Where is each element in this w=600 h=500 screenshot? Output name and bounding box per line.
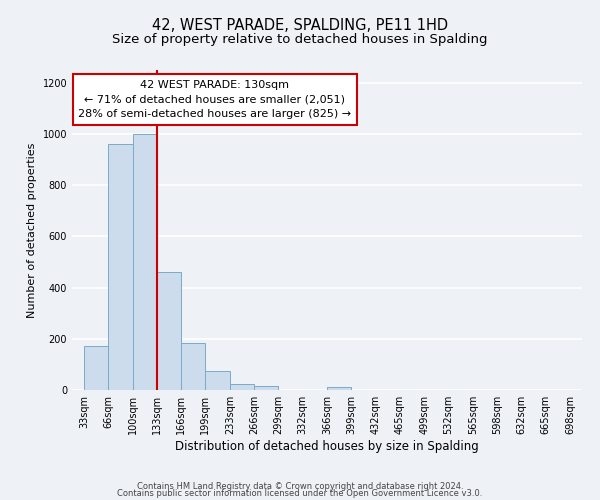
Bar xyxy=(133,134,157,390)
Bar xyxy=(230,384,254,390)
Bar xyxy=(205,371,230,390)
Text: 42 WEST PARADE: 130sqm
← 71% of detached houses are smaller (2,051)
28% of semi-: 42 WEST PARADE: 130sqm ← 71% of detached… xyxy=(78,80,352,119)
X-axis label: Distribution of detached houses by size in Spalding: Distribution of detached houses by size … xyxy=(175,440,479,453)
Bar xyxy=(181,342,205,390)
Text: Size of property relative to detached houses in Spalding: Size of property relative to detached ho… xyxy=(112,32,488,46)
Bar xyxy=(84,346,108,390)
Bar xyxy=(157,272,181,390)
Text: 42, WEST PARADE, SPALDING, PE11 1HD: 42, WEST PARADE, SPALDING, PE11 1HD xyxy=(152,18,448,32)
Y-axis label: Number of detached properties: Number of detached properties xyxy=(27,142,37,318)
Text: Contains HM Land Registry data © Crown copyright and database right 2024.: Contains HM Land Registry data © Crown c… xyxy=(137,482,463,491)
Bar xyxy=(328,388,352,390)
Bar xyxy=(254,386,278,390)
Text: Contains public sector information licensed under the Open Government Licence v3: Contains public sector information licen… xyxy=(118,489,482,498)
Bar xyxy=(108,144,133,390)
